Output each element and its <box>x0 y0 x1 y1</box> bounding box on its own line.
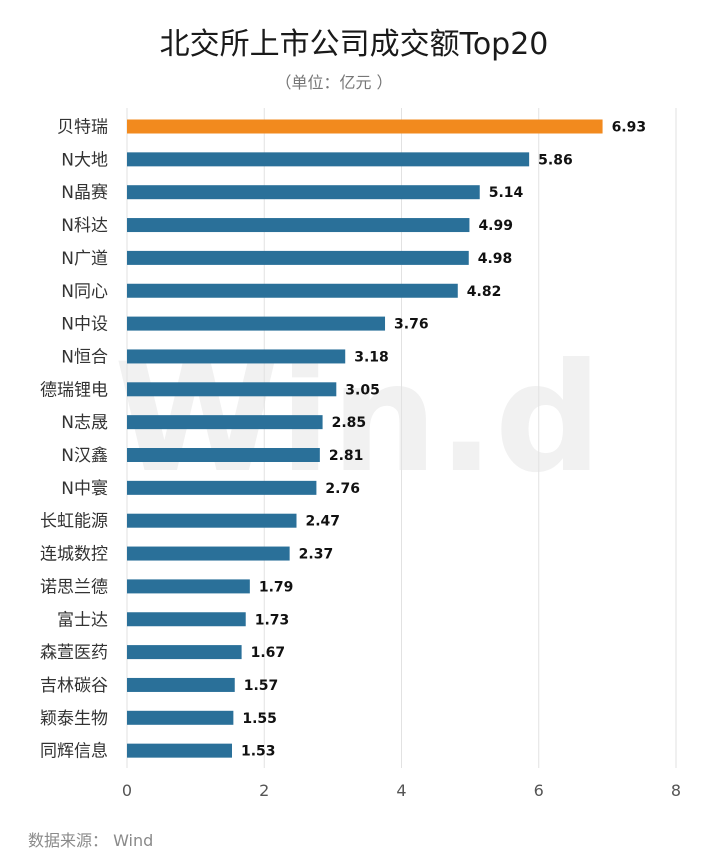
bars: 贝特瑞 6.93 N大地 5.86 N晶赛 5.14 N科达 4.99 N广道 4.98 N同心 4.… <box>40 118 646 762</box>
category-label: N志晟 <box>61 413 108 433</box>
bar <box>127 185 480 200</box>
bar <box>127 546 290 561</box>
bar <box>127 612 246 627</box>
x-tick-label: 8 <box>671 781 681 800</box>
category-label: N大地 <box>61 150 108 170</box>
value-label: 1.73 <box>255 612 290 628</box>
value-label: 1.79 <box>259 579 294 595</box>
category-label: 吉林碳谷 <box>40 676 108 696</box>
bar <box>127 415 323 430</box>
bar <box>127 283 458 298</box>
category-label: N广道 <box>61 249 108 269</box>
value-label: 2.85 <box>332 415 367 431</box>
source-note: 数据来源： Wind <box>28 831 153 850</box>
x-tick-label: 0 <box>122 781 132 800</box>
value-label: 3.18 <box>354 349 389 365</box>
value-label: 2.37 <box>299 547 334 563</box>
x-tick-label: 4 <box>396 781 406 800</box>
bar <box>127 382 337 397</box>
bar <box>127 218 470 233</box>
value-label: 4.99 <box>478 218 513 234</box>
category-label: 长虹能源 <box>40 512 108 532</box>
bar <box>127 710 234 725</box>
x-tick-label: 6 <box>534 781 544 800</box>
bar <box>127 743 232 758</box>
value-label: 6.93 <box>612 120 647 136</box>
category-label: 贝特瑞 <box>57 118 108 138</box>
bar <box>127 349 346 364</box>
category-label: N同心 <box>61 282 108 302</box>
category-label: 德瑞锂电 <box>40 380 108 400</box>
bar <box>127 645 242 660</box>
bar <box>127 513 297 528</box>
value-label: 1.55 <box>242 711 277 727</box>
category-label: N恒合 <box>61 347 108 367</box>
value-label: 1.57 <box>244 678 279 694</box>
value-label: 2.47 <box>306 514 341 530</box>
chart-subtitle: （单位：亿元 ） <box>275 73 392 92</box>
category-label: 诺思兰德 <box>40 577 108 597</box>
value-label: 3.05 <box>345 382 380 398</box>
value-label: 5.86 <box>538 152 573 168</box>
category-label: 富士达 <box>57 610 108 630</box>
value-label: 2.81 <box>329 448 364 464</box>
bar <box>127 579 250 594</box>
x-axis-ticks: 0 2 4 6 8 <box>122 781 681 800</box>
category-label: N科达 <box>61 216 108 236</box>
value-label: 1.67 <box>251 645 286 661</box>
value-label: 3.76 <box>394 317 429 333</box>
bar <box>127 448 320 462</box>
bar <box>127 677 235 692</box>
x-tick-label: 2 <box>259 781 269 800</box>
value-label: 5.14 <box>489 185 524 201</box>
category-label: 连城数控 <box>40 545 108 565</box>
category-label: N晶赛 <box>61 182 108 203</box>
bar <box>127 250 469 265</box>
category-label: N中寰 <box>61 478 108 499</box>
bar <box>127 119 603 134</box>
bar <box>127 480 317 495</box>
category-label: 森萱医药 <box>40 643 108 663</box>
category-label: 同辉信息 <box>40 742 108 762</box>
value-label: 4.98 <box>478 251 513 267</box>
category-label: N汉鑫 <box>61 446 108 466</box>
bar <box>127 152 530 167</box>
value-label: 4.82 <box>467 284 502 300</box>
bar <box>127 316 386 331</box>
category-label: 颖泰生物 <box>40 709 108 729</box>
chart-title: 北交所上市公司成交额Top20 <box>160 27 549 62</box>
category-label: N中设 <box>61 315 108 335</box>
value-label: 2.76 <box>325 481 360 497</box>
value-label: 1.53 <box>241 744 276 760</box>
